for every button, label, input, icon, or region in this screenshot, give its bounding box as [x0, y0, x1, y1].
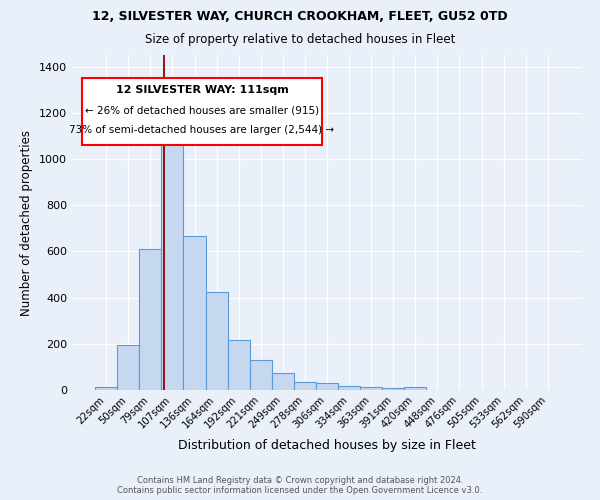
Bar: [227, 340, 250, 390]
Bar: [117, 346, 139, 390]
Bar: [272, 372, 294, 390]
Bar: [184, 236, 206, 390]
Bar: [404, 386, 427, 390]
Bar: [316, 382, 338, 390]
FancyBboxPatch shape: [82, 78, 322, 146]
Text: 12, SILVESTER WAY, CHURCH CROOKHAM, FLEET, GU52 0TD: 12, SILVESTER WAY, CHURCH CROOKHAM, FLEE…: [92, 10, 508, 23]
Bar: [206, 292, 227, 390]
Text: ← 26% of detached houses are smaller (915): ← 26% of detached houses are smaller (91…: [85, 106, 319, 116]
Bar: [250, 360, 272, 390]
Bar: [382, 388, 404, 390]
Bar: [95, 386, 117, 390]
X-axis label: Distribution of detached houses by size in Fleet: Distribution of detached houses by size …: [178, 439, 476, 452]
Text: 73% of semi-detached houses are larger (2,544) →: 73% of semi-detached houses are larger (…: [70, 126, 335, 136]
Bar: [161, 132, 184, 390]
Bar: [139, 248, 161, 390]
Text: Size of property relative to detached houses in Fleet: Size of property relative to detached ho…: [145, 32, 455, 46]
Y-axis label: Number of detached properties: Number of detached properties: [20, 130, 34, 316]
Bar: [360, 387, 382, 390]
Bar: [294, 382, 316, 390]
Text: Contains HM Land Registry data © Crown copyright and database right 2024.
Contai: Contains HM Land Registry data © Crown c…: [118, 476, 482, 495]
Text: 12 SILVESTER WAY: 111sqm: 12 SILVESTER WAY: 111sqm: [116, 85, 289, 95]
Bar: [338, 386, 360, 390]
